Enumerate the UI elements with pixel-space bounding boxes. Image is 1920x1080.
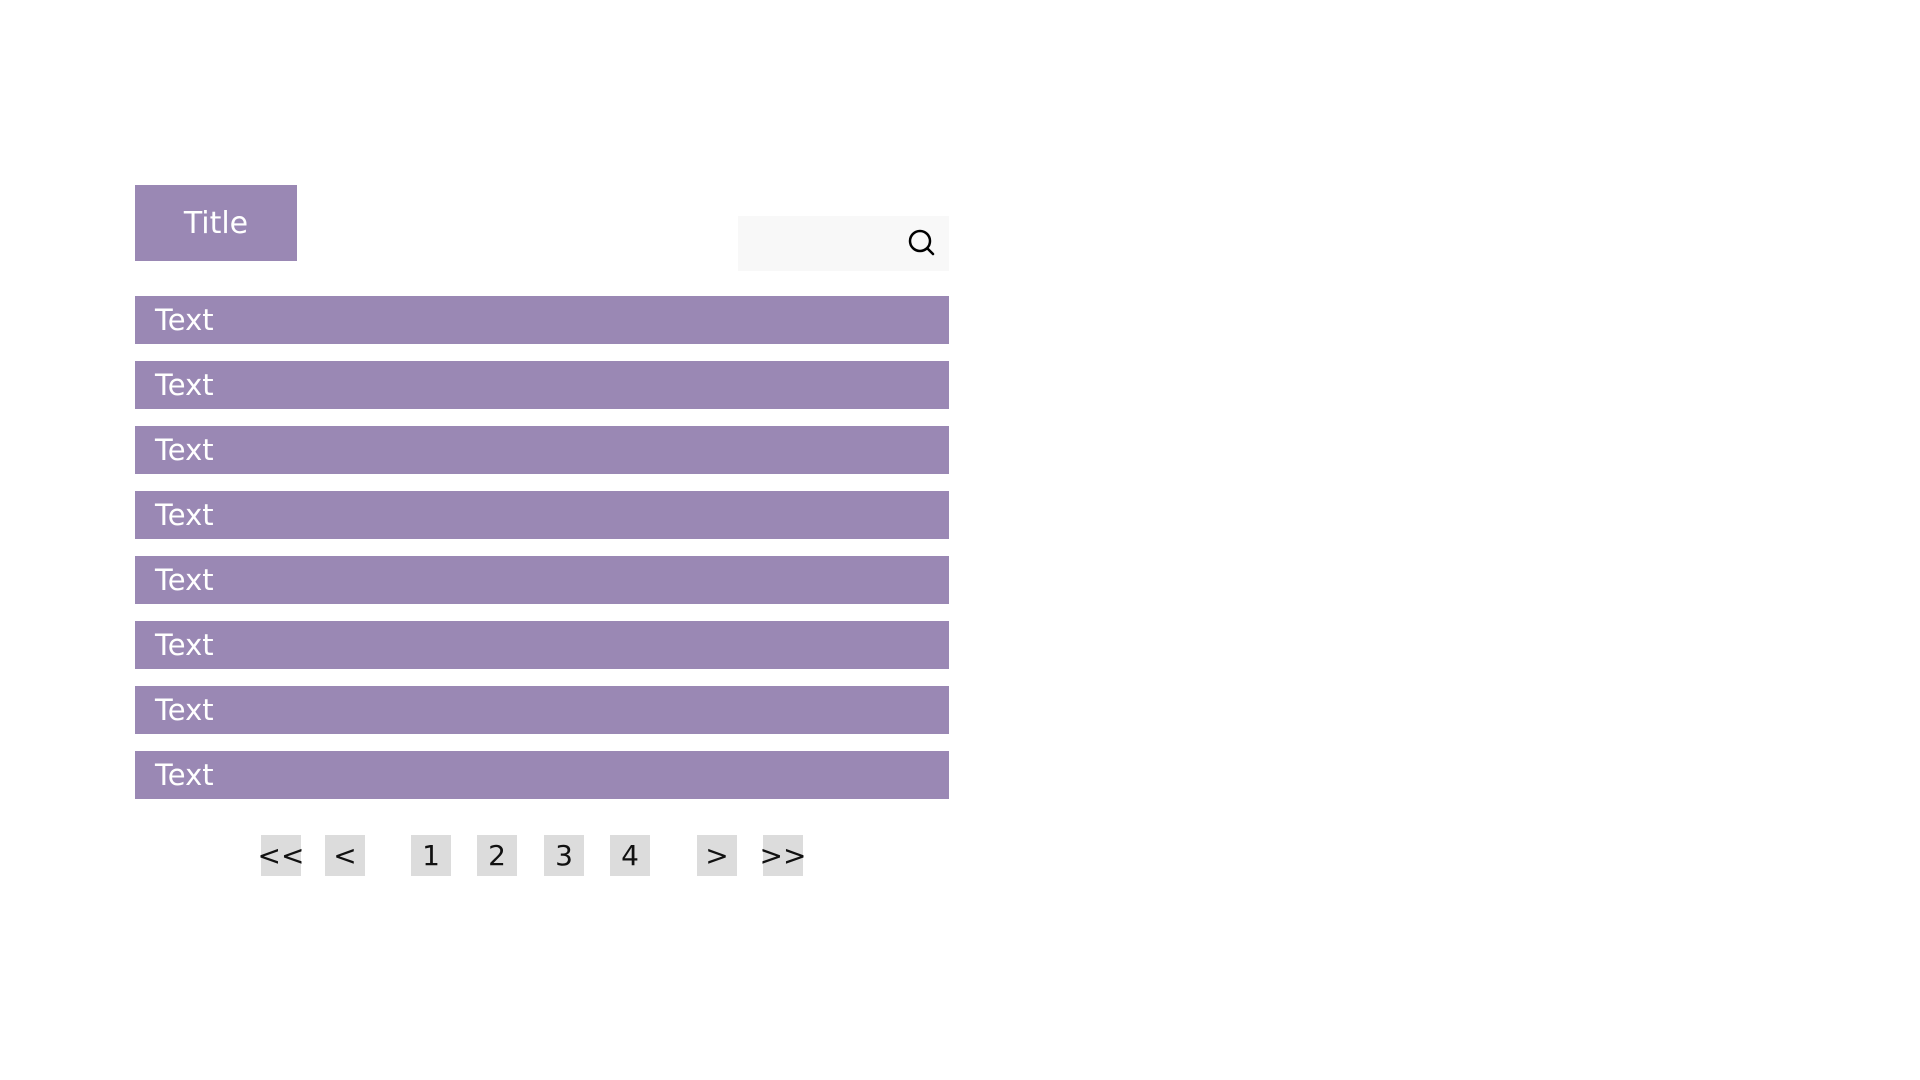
next-page-button[interactable]: > [697,835,737,876]
list-item[interactable]: Text [135,296,949,344]
page-title: Title [135,185,297,261]
page-4-button[interactable]: 4 [610,835,650,876]
list-item[interactable]: Text [135,361,949,409]
search-bar [738,216,949,271]
last-page-button[interactable]: >> [760,835,806,876]
list-item[interactable]: Text [135,556,949,604]
list-item[interactable]: Text [135,621,949,669]
search-icon[interactable] [906,227,938,259]
search-input[interactable] [738,216,898,271]
first-page-button[interactable]: << [258,835,304,876]
page-3-button[interactable]: 3 [544,835,584,876]
page-2-button[interactable]: 2 [477,835,517,876]
previous-page-button[interactable]: < [325,835,365,876]
list-item[interactable]: Text [135,751,949,799]
page-1-button[interactable]: 1 [411,835,451,876]
list-item[interactable]: Text [135,686,949,734]
list-item[interactable]: Text [135,491,949,539]
list-item[interactable]: Text [135,426,949,474]
